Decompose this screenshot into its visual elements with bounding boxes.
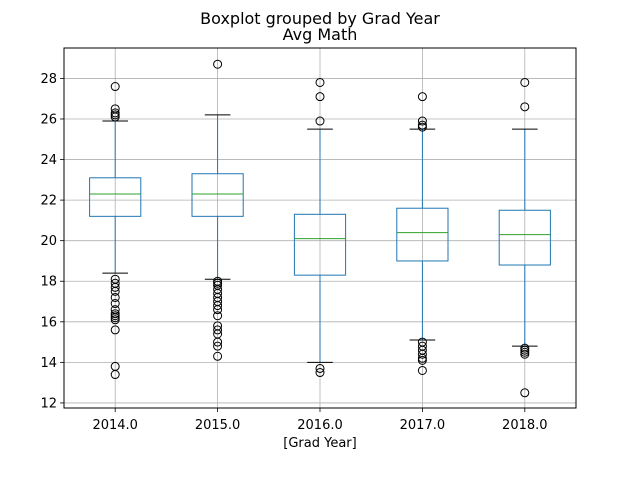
x-axis-ticks: 2014.0 2015.0 2016.0 2017.0 2018.0 — [92, 408, 548, 433]
iqr-box — [191, 173, 244, 217]
outlier-point — [110, 112, 120, 122]
x-axis-label: [Grad Year] — [283, 436, 356, 451]
outlier-point — [110, 325, 120, 335]
outlier-point — [315, 363, 325, 373]
outlier-point — [110, 82, 120, 92]
outlier-point — [213, 311, 223, 321]
outlier-point — [213, 301, 223, 311]
outlier-point — [417, 122, 427, 132]
iqr-box — [498, 209, 551, 266]
y-tick-label: 16 — [40, 315, 57, 330]
outlier-point — [110, 292, 120, 302]
box-group-2016-0 — [293, 77, 347, 378]
outlier-point — [315, 116, 325, 126]
y-tick-label: 28 — [40, 72, 57, 87]
outlier-point — [110, 299, 120, 309]
outlier-point — [520, 388, 530, 398]
outlier-point — [213, 305, 223, 315]
outlier-point — [315, 368, 325, 378]
outlier-point — [213, 351, 223, 361]
x-tick-label: 2018.0 — [502, 418, 548, 433]
outlier-point — [110, 315, 120, 325]
box-group-2015-0 — [191, 59, 244, 361]
outlier-point — [417, 116, 427, 126]
outlier-point — [417, 365, 427, 375]
outlier-point — [110, 286, 120, 296]
x-tick-label: 2017.0 — [400, 418, 446, 433]
outlier-point — [417, 355, 427, 365]
outlier-point — [315, 92, 325, 102]
plot-area-frame — [63, 47, 577, 409]
outlier-point — [213, 325, 223, 335]
box-group-2017-0 — [396, 92, 449, 375]
x-tick-label: 2016.0 — [297, 418, 343, 433]
outlier-point — [520, 77, 530, 87]
outlier-point — [110, 370, 120, 380]
iqr-box — [293, 213, 347, 276]
y-axis-ticks: 12 14 16 18 20 22 24 26 28 — [40, 72, 64, 411]
box-series — [89, 59, 551, 398]
outlier-point — [520, 349, 530, 359]
y-tick-label: 18 — [40, 275, 57, 290]
outlier-point — [417, 349, 427, 359]
box-group-2018-0 — [498, 77, 551, 398]
y-tick-label: 12 — [40, 396, 57, 411]
y-tick-label: 26 — [40, 112, 57, 127]
iqr-box — [89, 177, 142, 217]
outlier-point — [315, 77, 325, 87]
iqr-box — [396, 207, 449, 262]
outlier-point — [417, 92, 427, 102]
outlier-point — [213, 337, 223, 347]
y-tick-label: 14 — [40, 356, 57, 371]
chart-title: Avg Math — [283, 25, 358, 44]
outlier-point — [213, 59, 223, 69]
chart-suptitle: Boxplot grouped by Grad Year — [200, 9, 440, 28]
outlier-point — [213, 341, 223, 351]
outlier-point — [110, 282, 120, 292]
outlier-point — [520, 102, 530, 112]
x-tick-label: 2015.0 — [195, 418, 241, 433]
y-tick-label: 24 — [40, 153, 57, 168]
x-tick-label: 2014.0 — [92, 418, 138, 433]
y-tick-label: 22 — [40, 194, 57, 209]
box-group-2014-0 — [89, 82, 142, 380]
y-tick-label: 20 — [40, 234, 57, 249]
